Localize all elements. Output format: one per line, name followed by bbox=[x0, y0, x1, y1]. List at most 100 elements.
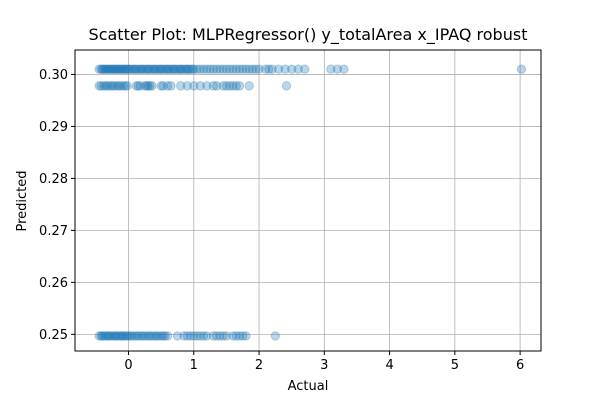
scatter-point bbox=[192, 331, 202, 341]
scatter-point bbox=[138, 64, 148, 74]
scatter-point bbox=[202, 81, 212, 91]
scatter-point bbox=[215, 331, 225, 341]
scatter-point bbox=[162, 81, 173, 91]
scatter-point bbox=[145, 81, 155, 91]
scatter-point bbox=[94, 64, 104, 74]
scatter-point bbox=[108, 64, 118, 74]
scatter-point bbox=[172, 331, 183, 341]
scatter-point bbox=[121, 64, 131, 74]
x-tick-label: 1 bbox=[190, 358, 198, 373]
scatter-point bbox=[115, 64, 126, 74]
scatter-point bbox=[125, 64, 135, 74]
scatter-point bbox=[101, 64, 112, 74]
scatter-point bbox=[211, 64, 222, 74]
scatter-point bbox=[130, 331, 140, 341]
scatter-point bbox=[183, 64, 194, 74]
scatter-point bbox=[99, 331, 109, 341]
ticks-layer: 0 1 2 3 4 5 6 0.25 0.26 0.27 0.28 0.29 0.30 bbox=[39, 68, 524, 373]
scatter-point bbox=[211, 331, 222, 341]
scatter-point bbox=[115, 81, 126, 91]
scatter-point bbox=[241, 331, 251, 341]
scatter-point bbox=[208, 81, 219, 91]
scatter-point bbox=[156, 64, 166, 74]
scatter-point bbox=[179, 64, 189, 74]
scatter-point bbox=[241, 64, 251, 74]
scatter-point bbox=[158, 331, 168, 341]
y-tick-label: 0.30 bbox=[39, 68, 68, 83]
scatter-point bbox=[176, 81, 186, 91]
scatter-point bbox=[109, 81, 119, 91]
scatter-point bbox=[105, 331, 115, 341]
scatter-point bbox=[221, 64, 232, 74]
scatter-point bbox=[211, 81, 222, 91]
x-tick-label: 5 bbox=[451, 358, 459, 373]
scatter-point bbox=[224, 64, 235, 74]
scatter-point bbox=[170, 64, 181, 74]
scatter-point bbox=[136, 331, 147, 341]
plot-frame bbox=[74, 49, 542, 352]
x-axis-label: Actual bbox=[288, 379, 329, 394]
scatter-point bbox=[102, 64, 113, 74]
scatter-point bbox=[166, 81, 176, 91]
scatter-point bbox=[208, 331, 219, 341]
scatter-point bbox=[118, 331, 128, 341]
scatter-point bbox=[122, 331, 132, 341]
scatter-point bbox=[114, 331, 124, 341]
scatter-point bbox=[135, 81, 145, 91]
scatter-point bbox=[270, 331, 281, 341]
scatter-point bbox=[107, 331, 117, 341]
scatter-point bbox=[159, 64, 170, 74]
scatter-point bbox=[189, 64, 199, 74]
scatter-point bbox=[146, 64, 157, 74]
scatter-point bbox=[129, 64, 139, 74]
y-tick-label: 0.25 bbox=[39, 328, 68, 343]
scatter-point bbox=[198, 331, 209, 341]
scatter-point bbox=[153, 331, 164, 341]
scatter-point bbox=[143, 64, 153, 74]
scatter-point bbox=[135, 64, 145, 74]
scatter-point bbox=[234, 331, 245, 341]
scatter-point bbox=[160, 331, 170, 341]
scatter-point bbox=[109, 64, 119, 74]
scatter-point bbox=[158, 81, 168, 91]
scatter-point bbox=[97, 331, 108, 341]
scatter-point bbox=[142, 64, 152, 74]
scatter-point bbox=[133, 81, 144, 91]
scatter-point bbox=[224, 81, 235, 91]
scatter-point bbox=[218, 81, 228, 91]
scatter-point bbox=[182, 64, 192, 74]
scatter-point bbox=[182, 81, 192, 91]
scatter-point bbox=[260, 64, 271, 74]
scatter-point bbox=[127, 64, 137, 74]
scatter-point bbox=[189, 331, 199, 341]
scatter-point bbox=[99, 81, 109, 91]
scatter-point bbox=[286, 64, 297, 74]
scatter-point bbox=[164, 64, 174, 74]
scatter-point bbox=[234, 81, 245, 91]
scatter-point bbox=[125, 331, 136, 341]
scatter-point bbox=[231, 331, 241, 341]
scatter-point bbox=[293, 64, 303, 74]
scatter-point bbox=[109, 331, 119, 341]
scatter-point bbox=[119, 64, 130, 74]
scatter-point bbox=[115, 331, 126, 341]
scatter-point bbox=[118, 64, 128, 74]
scatter-point bbox=[145, 331, 155, 341]
scatter-point bbox=[131, 81, 142, 91]
scatter-point bbox=[326, 64, 336, 74]
scatter-point bbox=[117, 64, 127, 74]
scatter-point bbox=[96, 331, 106, 341]
chart-title: Scatter Plot: MLPRegressor() y_totalArea… bbox=[89, 25, 528, 45]
grid-layer bbox=[75, 50, 541, 351]
scatter-point bbox=[157, 64, 168, 74]
scatter-point bbox=[228, 81, 238, 91]
scatter-point bbox=[280, 64, 290, 74]
x-tick-label: 2 bbox=[255, 358, 263, 373]
scatter-point bbox=[244, 81, 254, 91]
scatter-point bbox=[151, 331, 162, 341]
scatter-point bbox=[198, 64, 209, 74]
scatter-point bbox=[106, 64, 117, 74]
scatter-point bbox=[162, 331, 173, 341]
